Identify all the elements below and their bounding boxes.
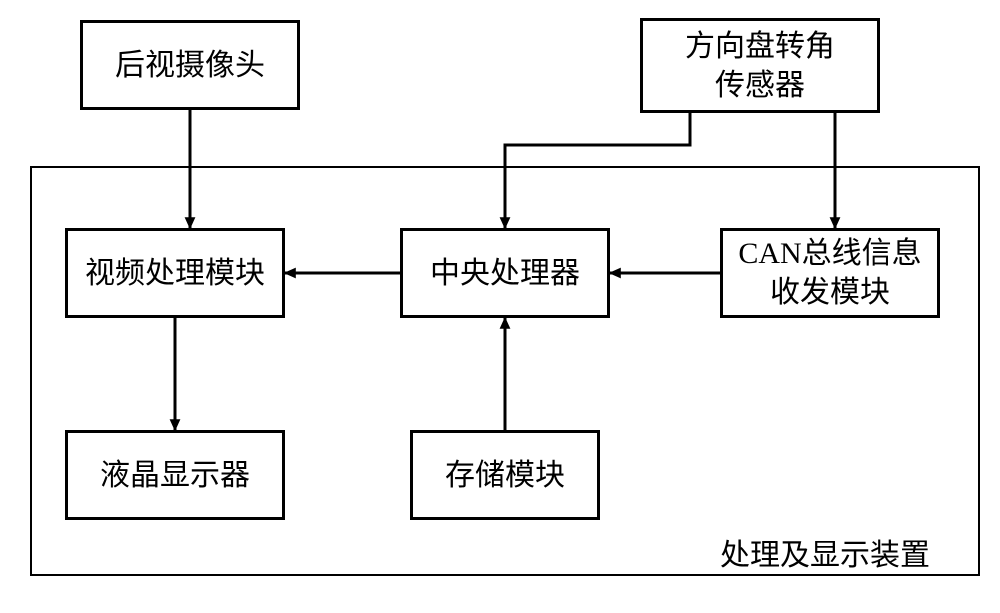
node-lcd-display: 液晶显示器	[65, 430, 285, 520]
container-label: 处理及显示装置	[720, 530, 930, 574]
node-can-bus-module: CAN总线信息收发模块	[720, 228, 940, 318]
node-cpu: 中央处理器	[400, 228, 610, 318]
node-steering-sensor: 方向盘转角传感器	[640, 18, 880, 113]
node-label: 存储模块	[445, 456, 565, 495]
node-storage-module: 存储模块	[410, 430, 600, 520]
node-label: CAN总线信息收发模块	[738, 234, 921, 312]
node-rear-camera: 后视摄像头	[80, 20, 300, 110]
node-video-processing: 视频处理模块	[65, 228, 285, 318]
node-label: 视频处理模块	[85, 254, 265, 293]
node-label: 液晶显示器	[100, 456, 250, 495]
node-label: 方向盘转角传感器	[685, 27, 835, 105]
node-label: 后视摄像头	[115, 46, 265, 85]
node-label: 中央处理器	[430, 254, 580, 293]
